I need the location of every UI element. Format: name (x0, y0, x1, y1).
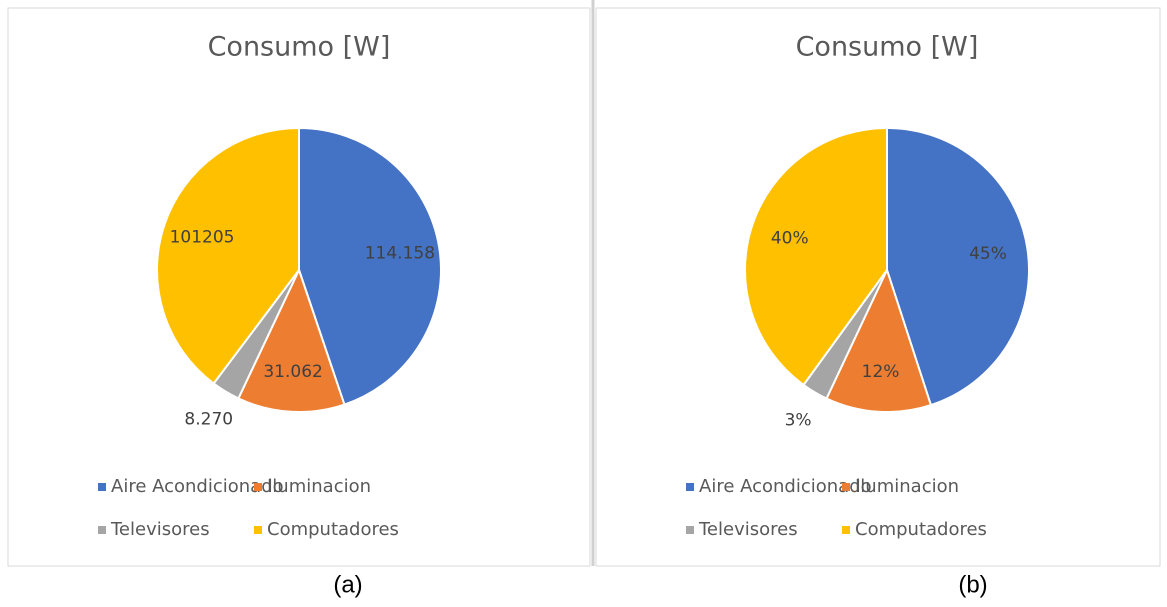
data-label: 31.062 (263, 362, 322, 382)
legend-swatch (254, 483, 262, 491)
legend-swatch (686, 483, 694, 491)
legend-label: Aire Acondicionado (111, 476, 284, 497)
legend-swatch (98, 526, 106, 534)
data-label: 40% (771, 228, 809, 248)
chart-title: Consumo [W] (208, 32, 391, 63)
legend-swatch (842, 526, 850, 534)
legend-swatch (686, 526, 694, 534)
pie-slice (744, 126, 888, 387)
data-label: 3% (785, 410, 812, 430)
data-label: 45% (969, 244, 1007, 264)
pie-slice (886, 126, 1030, 407)
pie-slice (298, 126, 442, 406)
data-label: 114.158 (365, 243, 435, 263)
legend-label: Televisores (698, 519, 798, 540)
data-label: 8.270 (184, 410, 233, 430)
pie-slice (156, 126, 300, 385)
legend-label: Iluminacion (267, 476, 371, 497)
legend-label: Computadores (855, 519, 987, 540)
legend-label: Aire Acondicionado (699, 476, 872, 497)
data-label: 101205 (170, 228, 235, 248)
pie-slice (825, 267, 933, 413)
caption: (b) (958, 571, 987, 598)
legend-swatch (98, 483, 106, 491)
caption: (a) (333, 571, 362, 598)
legend-label: Televisores (110, 519, 210, 540)
legend-label: Iluminacion (855, 476, 959, 497)
chart-title: Consumo [W] (796, 32, 979, 63)
legend-swatch (842, 483, 850, 491)
pie-slice (237, 267, 346, 413)
legend-swatch (254, 526, 262, 534)
data-label: 12% (862, 362, 900, 382)
legend-label: Computadores (267, 519, 399, 540)
